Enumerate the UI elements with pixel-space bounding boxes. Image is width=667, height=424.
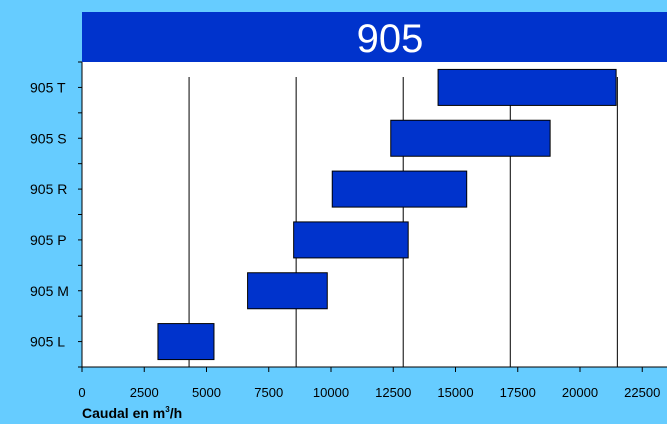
x-tick-label: 20000 (562, 385, 598, 400)
x-tick-label: 22500 (624, 385, 660, 400)
bar (437, 68, 617, 106)
category-label: 905 P (30, 232, 67, 248)
chart-title: 905 (357, 17, 424, 61)
x-tick-label: 17500 (500, 385, 536, 400)
x-axis-label: Caudal en m3/h (82, 405, 182, 421)
x-tick-label: 5000 (192, 385, 221, 400)
category-label: 905 R (30, 181, 67, 197)
x-tick-label: 10000 (313, 385, 349, 400)
bars-group (157, 68, 617, 361)
y-axis-labels: 905 T 905 S 905 R 905 P 905 M 905 L (30, 79, 69, 349)
x-tick-label: 12500 (375, 385, 411, 400)
bar (390, 119, 551, 157)
y-axis-ticks (78, 61, 82, 368)
x-tick-label: 0 (78, 385, 85, 400)
x-tick-label: 15000 (437, 385, 473, 400)
category-label: 905 L (30, 334, 65, 350)
bar (247, 272, 328, 310)
x-tick-label: 7500 (254, 385, 283, 400)
bar (157, 323, 215, 361)
title-band (82, 12, 667, 62)
bar (293, 221, 409, 259)
category-label: 905 S (30, 130, 67, 146)
x-axis-ticks: 0 2500 5000 7500 10000 12500 15000 17500 20000 22… (78, 367, 660, 400)
x-tick-label: 2500 (130, 385, 159, 400)
category-label: 905 T (30, 79, 66, 95)
category-label: 905 M (30, 283, 69, 299)
plot-area (82, 62, 667, 367)
bar (331, 170, 468, 208)
